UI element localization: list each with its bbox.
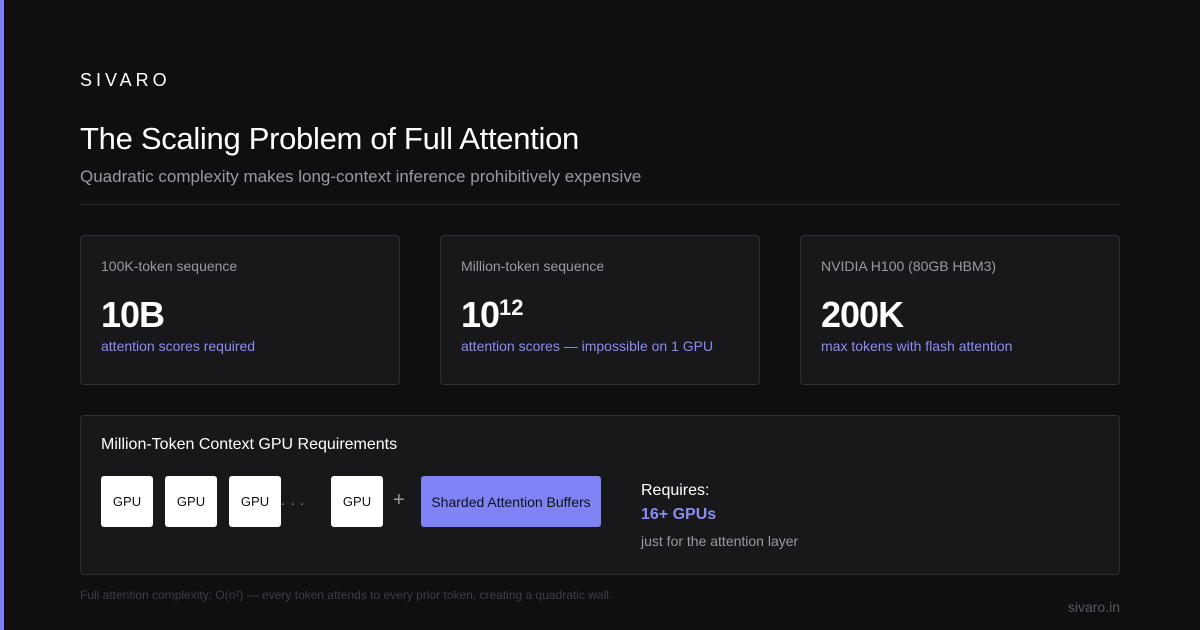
stat-value-exponent: 12 (499, 295, 524, 320)
gpu-box: GPU (101, 476, 153, 527)
stat-label: 100K-token sequence (101, 258, 238, 274)
gpu-box: GPU (165, 476, 217, 527)
stat-value: 200K (821, 288, 904, 335)
plus-icon: + (393, 489, 405, 511)
stat-value-base: 10 (461, 294, 500, 335)
requires-value: 16+ GPUs (641, 506, 717, 523)
stat-value-base: 10B (101, 294, 165, 335)
stat-note: attention scores — impossible on 1 GPU (461, 338, 714, 354)
stat-label: Million-token sequence (461, 258, 605, 274)
requires-note: just for the attention layer (641, 533, 799, 549)
panel-title: Million-Token Context GPU Requirements (101, 436, 398, 453)
gpu-box: GPU (229, 476, 281, 527)
stat-card-h100: NVIDIA H100 (80GB HBM3) 200K max tokens … (800, 235, 1120, 385)
stat-value: 10B (101, 288, 165, 335)
page-subtitle: Quadratic complexity makes long-context … (80, 167, 642, 186)
stat-label: NVIDIA H100 (80GB HBM3) (821, 258, 997, 274)
stat-value: 1012 (461, 288, 524, 335)
accent-bar (0, 0, 4, 630)
footnote: Full attention complexity: O(n²) — every… (80, 588, 613, 602)
brand-logo: SIVARO (80, 70, 171, 90)
stat-note: attention scores required (101, 338, 256, 354)
stat-card-million: Million-token sequence 1012 attention sc… (440, 235, 760, 385)
stat-value-base: 200K (821, 294, 904, 335)
requires-label: Requires: (641, 482, 710, 499)
page-title: The Scaling Problem of Full Attention (80, 121, 579, 156)
ellipsis: ... (281, 492, 310, 509)
site-url: sivaro.in (1067, 599, 1120, 615)
sharded-buffers-box: Sharded Attention Buffers (421, 476, 601, 527)
stat-card-100k: 100K-token sequence 10B attention scores… (80, 235, 400, 385)
gpu-box: GPU (331, 476, 383, 527)
stat-note: max tokens with flash attention (821, 338, 1013, 354)
divider (80, 204, 1120, 205)
gpu-requirements-panel: Million-Token Context GPU Requirements G… (80, 415, 1120, 575)
